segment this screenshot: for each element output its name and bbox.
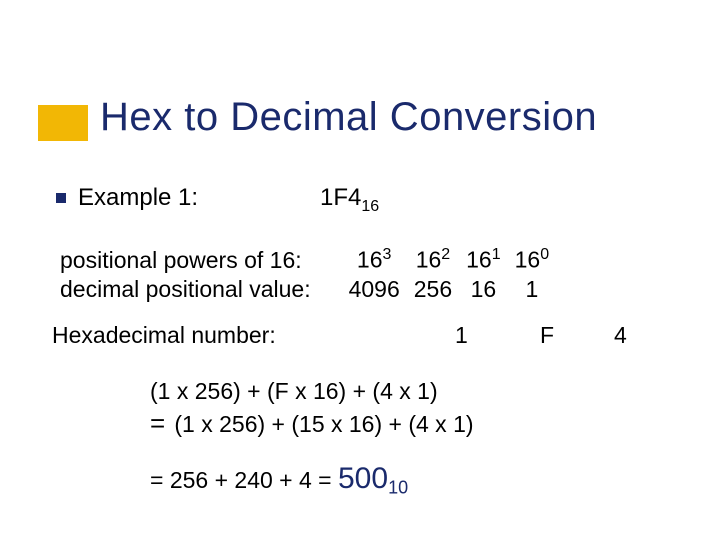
slide-title: Hex to Decimal Conversion: [100, 95, 597, 140]
result-sub: 10: [388, 478, 408, 498]
bullet-icon: [56, 193, 66, 203]
pow-cell: 160: [509, 246, 556, 274]
example-value-main: 1F4: [320, 184, 361, 211]
equals: =: [150, 408, 168, 439]
row1-label: positional powers of 16:: [54, 246, 341, 274]
accent-block: [38, 105, 88, 141]
calc-line-2: = (1 x 256) + (15 x 16) + (4 x 1): [150, 408, 474, 439]
dec-cell: 256: [408, 276, 458, 303]
pow-cell: 161: [460, 246, 507, 274]
calc-line-3: = 256 + 240 + 4 = 50010: [150, 462, 408, 499]
example-value: 1F416: [320, 184, 379, 216]
pow-base: 16: [466, 247, 492, 273]
hex-digit: 4: [614, 322, 627, 349]
pow-exp: 2: [441, 246, 450, 263]
pow-exp: 0: [540, 246, 549, 263]
calc-line-2-body: (1 x 256) + (15 x 16) + (4 x 1): [174, 411, 473, 437]
dec-cell: 16: [460, 276, 507, 303]
example-value-sub: 16: [361, 198, 379, 215]
pow-cell: 163: [343, 246, 406, 274]
table-row: positional powers of 16: 163 162 161 160: [54, 246, 555, 274]
positional-table: positional powers of 16: 163 162 161 160…: [52, 244, 557, 305]
example-label: Example 1:: [78, 184, 198, 212]
dec-cell: 4096: [343, 276, 406, 303]
calc-line-3-pre: = 256 + 240 + 4 =: [150, 467, 338, 493]
pow-base: 16: [357, 247, 383, 273]
pow-base: 16: [416, 247, 442, 273]
pow-cell: 162: [408, 246, 458, 274]
hex-digit: F: [540, 322, 554, 349]
table-row: decimal positional value: 4096 256 16 1: [54, 276, 555, 303]
pow-base: 16: [515, 247, 541, 273]
dec-cell: 1: [509, 276, 556, 303]
pow-exp: 3: [383, 246, 392, 263]
pow-exp: 1: [492, 246, 501, 263]
result-main: 500: [338, 462, 388, 495]
hex-digit: 1: [455, 322, 468, 349]
hexnum-label: Hexadecimal number:: [52, 322, 276, 349]
calc-line-1: (1 x 256) + (F x 16) + (4 x 1): [150, 378, 438, 405]
row2-label: decimal positional value:: [54, 276, 341, 303]
